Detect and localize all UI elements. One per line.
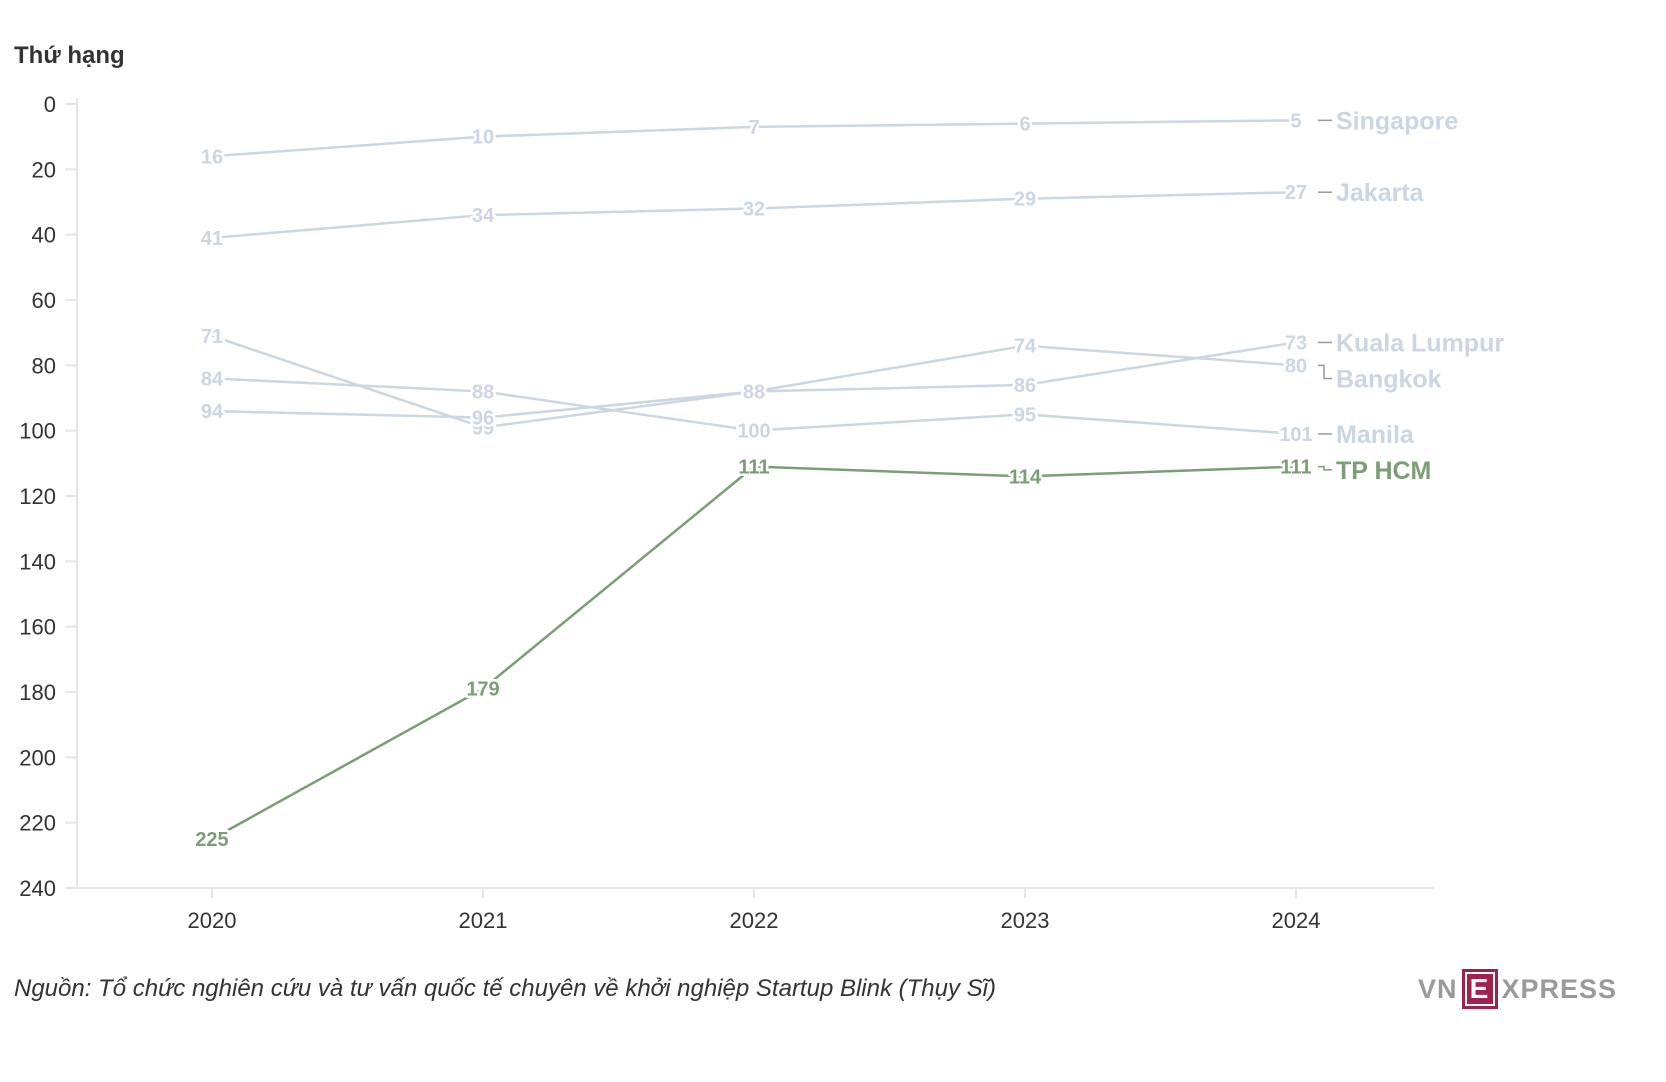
point-label-tp-hcm: 111: [738, 457, 769, 479]
y-tick-label: 0: [44, 92, 56, 117]
logo-text-left: VN: [1418, 973, 1458, 1004]
y-tick-label: 80: [32, 353, 56, 378]
y-tick-label: 20: [32, 157, 56, 182]
series-name-bangkok: Bangkok: [1336, 365, 1442, 393]
x-tick-label: 2022: [730, 908, 779, 933]
point-label-jakarta: 34: [472, 205, 495, 227]
point-label-kuala-lumpur: 88: [743, 381, 765, 403]
point-label-tp-hcm: 114: [1009, 466, 1042, 488]
point-label-singapore: 6: [1019, 114, 1030, 136]
source-note: Nguồn: Tổ chức nghiên cứu và tư vấn quốc…: [14, 975, 996, 1002]
x-tick-label: 2021: [459, 908, 508, 933]
point-label-manila: 95: [1014, 404, 1036, 426]
point-label-manila: 84: [201, 368, 224, 390]
point-label-manila: 100: [737, 421, 770, 443]
series-name-manila: Manila: [1336, 421, 1415, 449]
point-label-bangkok: 96: [472, 408, 494, 430]
point-label-kuala-lumpur: 73: [1285, 332, 1307, 354]
point-label-tp-hcm: 179: [466, 679, 499, 701]
series-connector-tp-hcm: [1318, 465, 1332, 471]
point-label-bangkok: 94: [201, 401, 224, 423]
point-label-manila: 101: [1279, 424, 1312, 446]
y-tick-label: 160: [19, 615, 56, 640]
series-name-kuala-lumpur: Kuala Lumpur: [1336, 329, 1504, 357]
x-tick-label: 2020: [188, 908, 237, 933]
logo-text-right: XPRESS: [1501, 973, 1618, 1004]
point-label-jakarta: 29: [1014, 189, 1036, 211]
point-label-singapore: 7: [748, 117, 759, 139]
y-tick-label: 180: [19, 680, 56, 705]
point-label-kuala-lumpur: 71: [201, 326, 223, 348]
vnexpress-logo: VN E XPRESS: [1418, 966, 1617, 1012]
y-tick-label: 140: [19, 549, 56, 574]
point-label-jakarta: 27: [1285, 182, 1307, 204]
series-lines: [211, 119, 1297, 841]
point-label-singapore: 5: [1290, 110, 1301, 132]
series-connector-bangkok: [1318, 364, 1332, 380]
series-end-labels: Singapore Jakarta Kuala Lumpur Bangkok Manil…: [1318, 107, 1504, 485]
series-name-jakarta: Jakarta: [1336, 179, 1425, 207]
point-label-manila: 88: [472, 381, 494, 403]
series-line-bangkok: [211, 344, 1297, 419]
y-tick-label: 120: [19, 484, 56, 509]
y-tick-label: 240: [19, 876, 56, 901]
series-line-singapore: [211, 119, 1297, 158]
point-label-jakarta: 41: [201, 228, 223, 250]
point-label-bangkok: 74: [1014, 336, 1037, 358]
point-label-bangkok: 80: [1285, 355, 1307, 377]
axes: 0 20 40 60 80 100 120 140 160 180 200 220 240 2020 202…: [19, 92, 1434, 933]
point-label-tp-hcm: 225: [195, 829, 228, 851]
point-label-jakarta: 32: [743, 199, 765, 221]
point-label-singapore: 16: [201, 146, 223, 168]
series-line-manila: [211, 377, 1297, 436]
series-name-tp-hcm: TP HCM: [1336, 457, 1431, 485]
point-label-tp-hcm: 111: [1280, 457, 1311, 479]
series-line-tp-hcm: [211, 465, 1297, 841]
y-tick-label: 200: [19, 745, 56, 770]
series-name-singapore: Singapore: [1336, 107, 1458, 135]
series-line-jakarta: [211, 190, 1297, 240]
point-label-kuala-lumpur: 99: [472, 417, 494, 439]
logo-box: E: [1461, 969, 1498, 1009]
y-axis-title: Thứ hạng: [14, 42, 125, 69]
y-tick-label: 220: [19, 811, 56, 836]
point-label-bangkok: 88: [743, 381, 765, 403]
y-tick-label: 40: [32, 223, 56, 248]
point-label-kuala-lumpur: 86: [1014, 375, 1036, 397]
x-tick-label: 2024: [1272, 908, 1321, 933]
y-tick-label: 60: [32, 288, 56, 313]
point-label-singapore: 10: [472, 127, 494, 149]
y-tick-label: 100: [19, 419, 56, 444]
x-tick-label: 2023: [1001, 908, 1050, 933]
